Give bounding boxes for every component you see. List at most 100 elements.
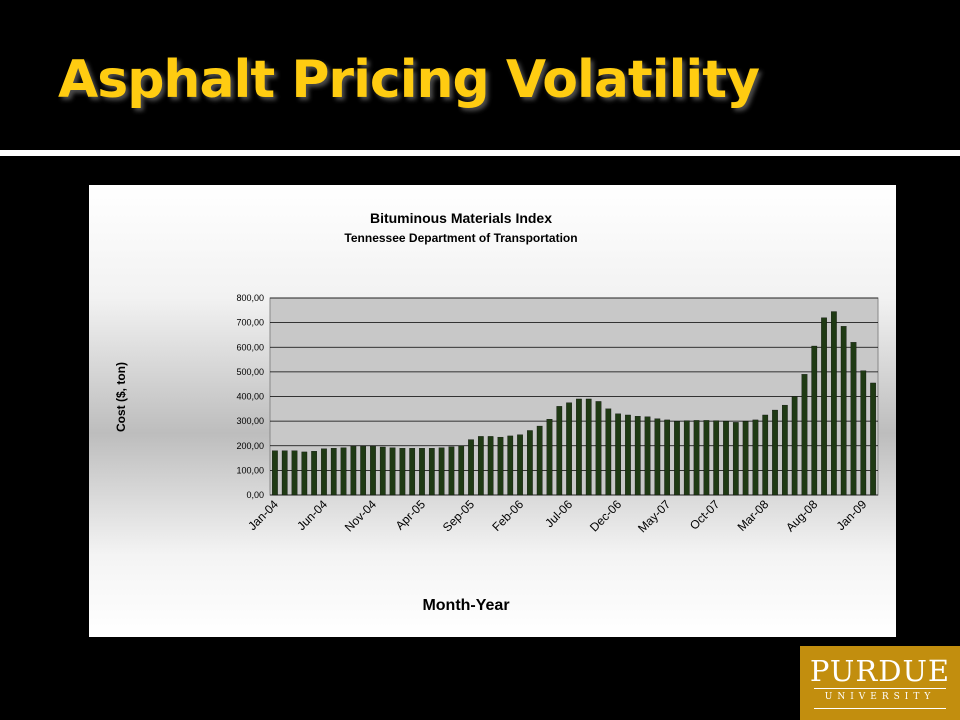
bar: [468, 439, 474, 496]
bar: [291, 450, 298, 496]
x-tick-label: Jul-06: [542, 497, 575, 530]
x-tick-label: Oct-07: [687, 497, 723, 533]
bar: [487, 436, 494, 496]
bar: [507, 435, 514, 496]
x-tick-label: Jun-04: [294, 497, 330, 533]
bar: [762, 414, 769, 496]
x-tick-label: Apr-05: [393, 497, 429, 533]
bar: [419, 448, 425, 496]
x-tick-label: Mar-08: [735, 497, 772, 534]
x-tick-label: Jan-09: [834, 497, 870, 533]
bar: [330, 448, 337, 496]
bar: [811, 345, 818, 496]
x-tick-label: Jan-04: [245, 497, 281, 533]
y-axis-label: Cost ($, ton): [114, 362, 128, 432]
bar: [683, 420, 690, 496]
bar: [350, 446, 357, 496]
bar: [791, 396, 798, 496]
y-tick-label: 400,00: [236, 392, 264, 402]
bar: [634, 416, 641, 496]
bar: [840, 326, 847, 496]
bar: [272, 450, 278, 496]
bar: [625, 414, 631, 496]
x-tick-labels: Jan-04 Jun-04 Nov-04 Apr-05 Sep-05 Feb-06 Jul-…: [245, 497, 869, 535]
bar: [831, 311, 837, 496]
x-tick-label: Feb-06: [489, 497, 526, 534]
bar: [527, 430, 533, 496]
bar: [389, 447, 396, 496]
bar: [723, 420, 729, 496]
bar: [693, 420, 700, 496]
chart-panel: Bituminous Materials Index Tennessee Dep…: [89, 185, 896, 637]
purdue-logo: PURDUE UNIVERSITY: [800, 646, 960, 720]
bar: [399, 448, 406, 496]
title-divider: [0, 150, 960, 156]
y-tick-label: 600,00: [236, 342, 264, 352]
bar: [674, 420, 680, 496]
bar: [497, 436, 504, 496]
y-tick-labels: 0,00 100,00 200,00 300,00 400,00 500,00 600,00…: [236, 293, 264, 500]
bars: [272, 311, 876, 496]
bar: [311, 451, 317, 496]
bar: [458, 445, 465, 496]
bar: [340, 447, 347, 496]
logo-subtitle: UNIVERSITY: [824, 692, 936, 702]
bar: [801, 374, 808, 496]
bar: [576, 398, 582, 496]
x-tick-label: Dec-06: [587, 497, 624, 534]
x-axis-label: Month-Year: [422, 597, 509, 614]
x-tick-label: Aug-08: [783, 497, 820, 534]
y-tick-label: 0,00: [246, 490, 264, 500]
bar: [556, 406, 563, 496]
y-tick-label: 200,00: [236, 441, 264, 451]
y-tick-label: 500,00: [236, 367, 264, 377]
bar: [752, 419, 759, 496]
bar: [428, 448, 435, 496]
bar: [654, 418, 661, 496]
bar: [595, 401, 602, 496]
bar: [644, 416, 651, 496]
bar: [546, 419, 553, 496]
logo-rule-top: [814, 688, 946, 689]
bar: [566, 402, 572, 496]
bar: [713, 420, 720, 496]
bar: [448, 446, 455, 496]
bar: [360, 446, 367, 496]
slide-title: Asphalt Pricing Volatility: [58, 50, 760, 110]
bar: [860, 370, 867, 496]
bar: [321, 448, 327, 496]
bar: [517, 434, 523, 496]
bar: [703, 420, 710, 496]
bar: [850, 342, 857, 496]
bar: [281, 450, 288, 496]
bar: [605, 408, 612, 496]
bar: [409, 448, 416, 496]
bar: [379, 446, 386, 496]
bar: [664, 419, 671, 496]
logo-name: PURDUE: [809, 654, 951, 688]
bar: [370, 446, 376, 496]
bar: [781, 404, 788, 496]
y-tick-label: 100,00: [236, 465, 264, 475]
logo-rule-bottom: [814, 708, 946, 709]
bar: [870, 382, 876, 496]
bar: [732, 422, 739, 496]
x-tick-label: Sep-05: [440, 497, 477, 534]
bar: [772, 409, 778, 496]
x-tick-label: May-07: [635, 497, 673, 535]
chart-subtitle: Tennessee Department of Transportation: [344, 231, 577, 245]
bar: [301, 451, 308, 496]
bar: [742, 420, 749, 496]
y-tick-label: 700,00: [236, 318, 264, 328]
bar: [477, 436, 484, 496]
y-tick-label: 300,00: [236, 416, 264, 426]
bar: [536, 425, 543, 496]
bar: [615, 413, 621, 496]
bar: [821, 317, 827, 496]
bar-chart: Bituminous Materials Index Tennessee Dep…: [114, 210, 879, 614]
y-tick-label: 800,00: [236, 293, 264, 303]
bar: [438, 447, 445, 496]
chart-title: Bituminous Materials Index: [370, 210, 552, 226]
bar: [585, 398, 592, 496]
x-tick-label: Nov-04: [342, 497, 379, 534]
